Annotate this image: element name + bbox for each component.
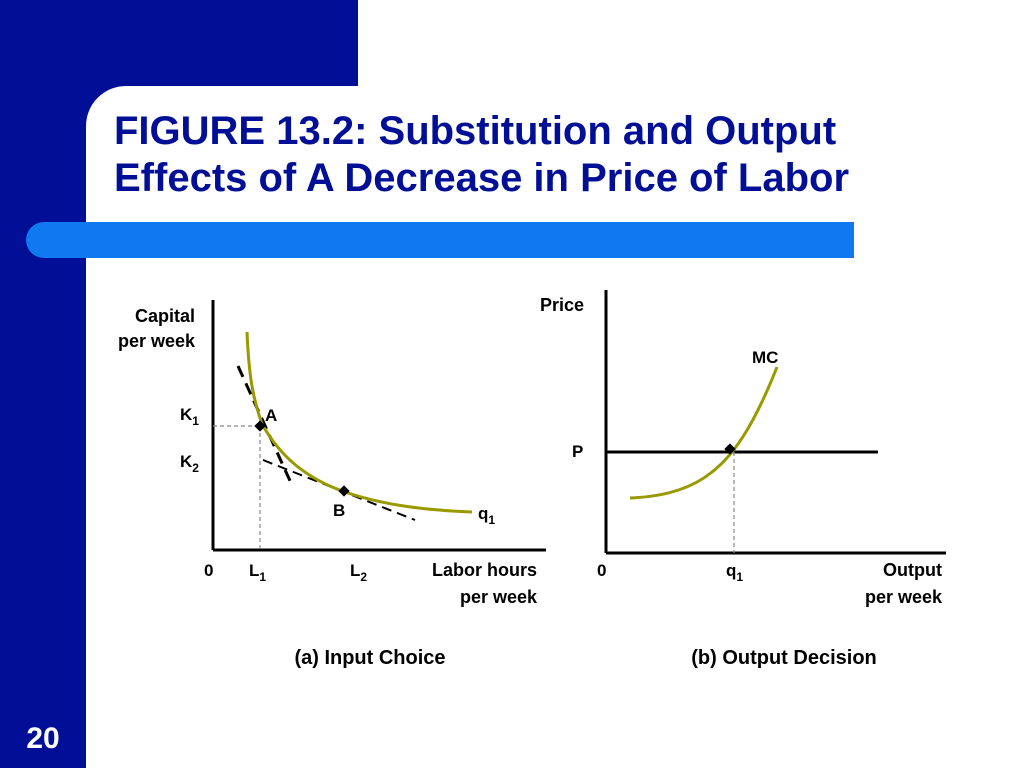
- panel-a-y-label-2: per week: [118, 331, 196, 351]
- mc-curve: [629, 366, 779, 500]
- price-label: P: [572, 442, 583, 461]
- panel-b-output-decision: Price MC P 0 q1 Output per week (b) Outp…: [540, 290, 946, 669]
- slide-title: FIGURE 13.2: Substitution and Output Eff…: [114, 108, 994, 202]
- l1-label-main: L: [249, 561, 259, 580]
- panel-b-caption: (b) Output Decision: [691, 647, 877, 669]
- equilibrium-marker: [724, 443, 736, 455]
- q1-label: q1: [726, 561, 743, 584]
- l2-label-main: L: [350, 561, 360, 580]
- isoquant-label-sub: 1: [488, 513, 495, 527]
- k1-label-sub: 1: [192, 414, 199, 428]
- l2-label-sub: 2: [360, 570, 367, 584]
- content-area-corner: [86, 86, 326, 326]
- k1-label: K1: [180, 405, 199, 428]
- panel-a-caption: (a) Input Choice: [294, 647, 445, 669]
- panel-a-y-label-1: Capital: [135, 306, 195, 326]
- l2-label: L2: [350, 561, 367, 584]
- panel-b-x-label-1: Output: [883, 560, 942, 580]
- k2-label-main: K: [180, 452, 193, 471]
- l1-label: L1: [249, 561, 266, 584]
- panel-b-origin: 0: [597, 561, 606, 580]
- q1-label-sub: 1: [736, 570, 743, 584]
- isoquant-label-main: q: [478, 504, 488, 523]
- top-band: [86, 0, 358, 86]
- k2-label: K2: [180, 452, 199, 475]
- slide-number: 20: [26, 722, 60, 755]
- isoquant-label: q1: [478, 504, 495, 527]
- left-sidebar-band: [0, 0, 86, 768]
- point-a-label: A: [265, 406, 277, 425]
- point-b-label: B: [333, 501, 345, 520]
- point-a-marker: [254, 420, 266, 432]
- slide-title-line-1: FIGURE 13.2: Substitution and Output: [114, 109, 837, 153]
- q1-label-main: q: [726, 561, 736, 580]
- l1-label-sub: 1: [259, 570, 266, 584]
- panel-a-x-label-2: per week: [460, 587, 538, 607]
- isoquant-q1-curve: [245, 331, 473, 514]
- panel-a-x-label-1: Labor hours: [432, 560, 537, 580]
- budget-line-original: [236, 365, 293, 484]
- mc-label: MC: [752, 348, 778, 367]
- k1-label-main: K: [180, 405, 193, 424]
- panel-a-origin: 0: [204, 561, 213, 580]
- accent-bar: [26, 222, 854, 258]
- k2-label-sub: 2: [192, 461, 199, 475]
- panel-b-x-label-2: per week: [865, 587, 943, 607]
- slide-title-line-2: Effects of A Decrease in Price of Labor: [114, 156, 850, 200]
- panel-a-input-choice: Capital per week A B K1 K2 q1 0 L1 L2 La…: [118, 300, 546, 669]
- point-b-marker: [338, 485, 350, 497]
- panel-b-y-label: Price: [540, 295, 584, 315]
